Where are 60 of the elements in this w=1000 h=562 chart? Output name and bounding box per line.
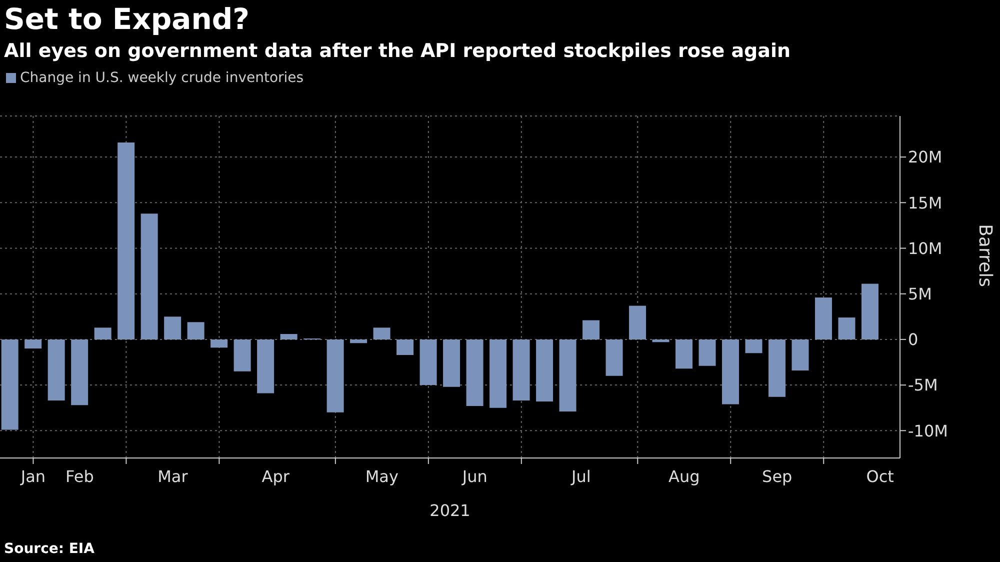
bar bbox=[280, 334, 298, 340]
bar bbox=[652, 339, 670, 342]
bar bbox=[606, 339, 623, 376]
bar bbox=[326, 339, 344, 412]
y-tick-label: 20M bbox=[908, 148, 942, 167]
x-tick-label: Feb bbox=[66, 467, 94, 486]
bar bbox=[164, 316, 182, 340]
bar bbox=[210, 339, 228, 348]
x-axis-title: 2021 bbox=[430, 501, 470, 520]
bar bbox=[443, 339, 460, 387]
bar bbox=[768, 339, 786, 397]
y-tick-label: -10M bbox=[908, 421, 948, 440]
x-tick-label: Oct bbox=[866, 467, 894, 486]
bar bbox=[536, 339, 554, 402]
x-tick-label: Apr bbox=[262, 467, 290, 486]
x-tick-label: Sep bbox=[762, 467, 792, 486]
bar bbox=[24, 339, 42, 349]
bar bbox=[48, 339, 65, 401]
x-tick-label: Aug bbox=[668, 467, 700, 486]
chart-title: Set to Expand? bbox=[4, 2, 250, 36]
bar bbox=[861, 284, 878, 340]
source-note: Source: EIA bbox=[4, 541, 94, 557]
x-tick-label: Jun bbox=[461, 467, 488, 486]
bar bbox=[140, 214, 158, 340]
bar bbox=[1, 339, 18, 430]
y-tick-label: 5M bbox=[908, 284, 932, 304]
bar bbox=[257, 339, 274, 394]
bar bbox=[838, 318, 856, 340]
x-tick-label: Jul bbox=[570, 467, 591, 486]
y-axis-title: Barrels bbox=[974, 224, 996, 287]
bar bbox=[698, 339, 716, 366]
bar bbox=[629, 306, 646, 340]
legend-label: Change in U.S. weekly crude inventories bbox=[20, 70, 304, 86]
bar bbox=[234, 339, 251, 372]
bar bbox=[792, 339, 809, 370]
chart-subtitle: All eyes on government data after the API reported stockpiles rose again bbox=[4, 40, 791, 62]
bar bbox=[187, 322, 204, 340]
bar bbox=[676, 339, 693, 369]
bar bbox=[582, 320, 600, 340]
bar bbox=[466, 339, 484, 406]
bar bbox=[350, 339, 368, 344]
bar bbox=[512, 339, 530, 401]
bar bbox=[814, 297, 832, 340]
bar bbox=[559, 339, 576, 412]
y-tick-label: -5M bbox=[908, 376, 938, 395]
x-tick-label: Mar bbox=[158, 467, 188, 486]
bar bbox=[745, 339, 762, 354]
bar bbox=[373, 328, 390, 340]
bar bbox=[420, 339, 437, 386]
x-tick-label: May bbox=[365, 467, 398, 486]
bar bbox=[118, 142, 135, 340]
y-tick-label: 10M bbox=[908, 238, 942, 258]
bar bbox=[94, 328, 112, 340]
x-tick-label: Jan bbox=[20, 467, 46, 486]
bar bbox=[490, 339, 507, 408]
y-tick-label: 15M bbox=[908, 193, 942, 212]
bar bbox=[722, 339, 740, 404]
bar bbox=[71, 339, 88, 406]
bar bbox=[396, 339, 414, 355]
y-tick-label: 0 bbox=[908, 330, 918, 350]
